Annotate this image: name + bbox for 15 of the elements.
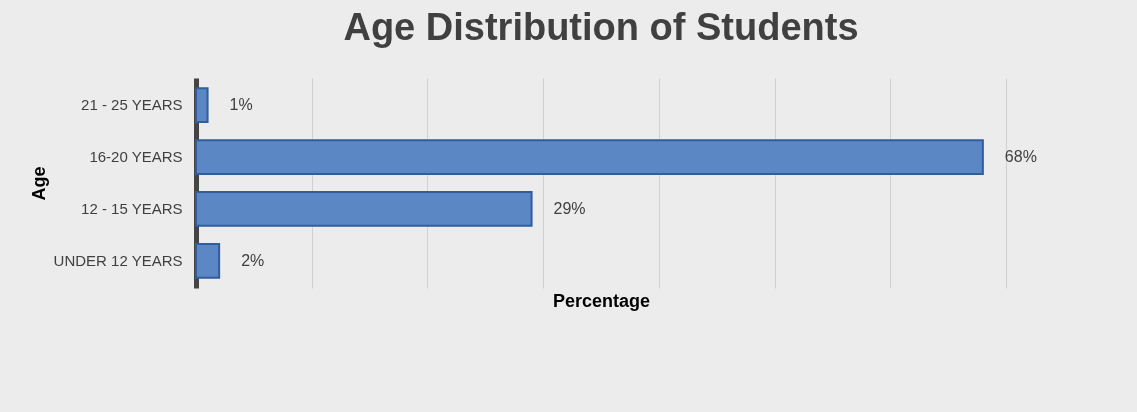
data-label: 2% (241, 251, 265, 269)
bar (195, 191, 533, 227)
y-tick-label: 16-20 YEARS (89, 148, 183, 166)
y-tick-label: UNDER 12 YEARS (53, 251, 183, 269)
data-label: 1% (229, 96, 253, 114)
bar (195, 87, 209, 124)
data-label: 29% (553, 199, 586, 217)
y-tick-label: 12 - 15 YEARS (81, 199, 183, 217)
chart-title: Age Distribution of Students (343, 6, 859, 48)
bar (195, 242, 221, 279)
data-label: 68% (1004, 148, 1037, 166)
y-axis-title: Age (29, 166, 50, 201)
bar (195, 139, 984, 175)
y-tick-label: 21 - 25 YEARS (81, 96, 183, 114)
x-axis-title: Percentage (552, 290, 651, 311)
